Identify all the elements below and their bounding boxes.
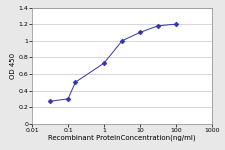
Y-axis label: OD 450: OD 450 <box>10 52 16 79</box>
X-axis label: Recombinant ProteinConcentration(ng/ml): Recombinant ProteinConcentration(ng/ml) <box>48 135 196 141</box>
